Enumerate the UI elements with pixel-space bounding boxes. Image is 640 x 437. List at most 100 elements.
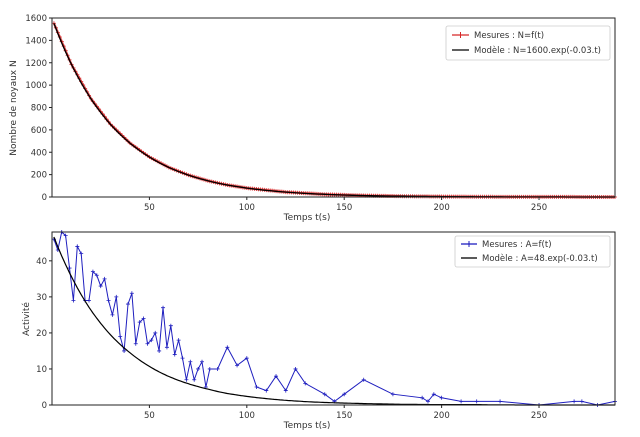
bottom-measure-series — [51, 230, 617, 407]
plus-marker-icon — [244, 356, 249, 361]
x-tick-label: 200 — [434, 411, 450, 421]
top-legend-model-label: Modèle : N=1600.exp(-0.03.t) — [474, 45, 601, 56]
top-x-ticks: 50 100 150 200 250 — [144, 197, 547, 213]
plus-marker-icon — [180, 356, 185, 361]
measure-line — [53, 231, 616, 406]
plus-marker-icon — [303, 381, 308, 386]
plus-marker-icon — [572, 399, 577, 404]
y-tick-label: 30 — [36, 293, 47, 303]
x-tick-label: 150 — [336, 203, 352, 213]
plus-marker-icon — [125, 302, 130, 307]
y-tick-label: 0 — [42, 401, 47, 411]
plus-marker-icon — [71, 298, 76, 303]
plus-marker-icon — [161, 305, 166, 310]
top-legend: Mesures : N=f(t) Modèle : N=1600.exp(-0.… — [445, 25, 611, 61]
plus-marker-icon — [176, 338, 181, 343]
y-tick-label: 10 — [36, 365, 47, 375]
plus-marker-icon — [141, 316, 146, 321]
plus-marker-icon — [439, 395, 444, 400]
plus-marker-icon — [67, 266, 72, 271]
plus-marker-icon — [342, 392, 347, 397]
plus-marker-icon — [94, 273, 99, 278]
plus-marker-icon — [164, 345, 169, 350]
plus-marker-icon — [196, 366, 201, 371]
plus-marker-icon — [235, 363, 240, 368]
plus-marker-icon — [254, 384, 259, 389]
plus-marker-icon — [283, 388, 288, 393]
bottom-legend-measure-label: Mesures : A=f(t) — [482, 240, 552, 250]
plus-marker-icon — [431, 392, 436, 397]
x-tick-label: 50 — [144, 411, 155, 421]
plus-marker-icon — [459, 399, 464, 404]
plus-marker-icon — [168, 323, 173, 328]
plus-marker-icon — [145, 341, 150, 346]
bottom-y-label: Activité — [21, 302, 32, 336]
plus-marker-icon — [129, 291, 134, 296]
plus-marker-icon — [322, 392, 327, 397]
plus-marker-icon — [200, 359, 205, 364]
plus-marker-icon — [157, 348, 162, 353]
y-tick-label: 400 — [31, 148, 47, 158]
y-tick-label: 200 — [31, 171, 47, 181]
plus-marker-icon — [579, 399, 584, 404]
plus-marker-icon — [90, 269, 95, 274]
plus-marker-icon — [215, 366, 220, 371]
x-tick-label: 200 — [434, 203, 450, 213]
top-y-ticks: 0 200 400 600 800 1000 1200 1400 1600 — [25, 14, 52, 203]
y-tick-label: 1000 — [25, 81, 47, 91]
y-tick-label: 20 — [36, 329, 47, 339]
plus-marker-icon — [114, 294, 119, 299]
bottom-x-label: Temps t(s) — [283, 421, 331, 431]
top-chart: 0 200 400 600 800 1000 1200 1400 1600 50 100 150 20… — [9, 14, 617, 223]
plus-marker-icon — [122, 348, 127, 353]
plus-marker-icon — [390, 392, 395, 397]
plus-marker-icon — [474, 399, 479, 404]
x-tick-label: 100 — [239, 203, 255, 213]
plus-marker-icon — [133, 341, 138, 346]
bottom-legend-box — [454, 235, 611, 268]
x-tick-label: 150 — [336, 411, 352, 421]
bottom-x-ticks: 50 100 150 200 250 — [144, 405, 547, 421]
plus-marker-icon — [153, 330, 158, 335]
x-tick-label: 100 — [239, 411, 255, 421]
plus-marker-icon — [87, 298, 92, 303]
plus-marker-icon — [172, 352, 177, 357]
plus-marker-icon — [79, 251, 84, 256]
bottom-legend-model-label: Modèle : A=48.exp(-0.03.t) — [482, 253, 598, 264]
bottom-y-ticks: 0 10 20 30 40 — [36, 257, 52, 411]
bottom-axes-frame — [51, 231, 616, 406]
plus-marker-icon — [75, 244, 80, 249]
plus-marker-icon — [106, 298, 111, 303]
bottom-chart: 0 10 20 30 40 50 100 150 200 250 Temps t(s) Acti… — [21, 230, 617, 431]
plus-marker-icon — [425, 399, 430, 404]
y-tick-label: 0 — [42, 193, 47, 203]
plus-marker-icon — [225, 345, 230, 350]
plus-marker-icon — [361, 377, 366, 382]
y-tick-label: 1600 — [25, 14, 47, 24]
plus-marker-icon — [192, 377, 197, 382]
y-tick-label: 1400 — [25, 36, 47, 46]
top-legend-box — [445, 25, 611, 61]
y-tick-label: 600 — [31, 126, 47, 136]
top-y-label: Nombre de noyaux N — [9, 60, 19, 155]
top-legend-measure-label: Mesures : N=f(t) — [474, 31, 544, 41]
plus-marker-icon — [118, 334, 123, 339]
plus-marker-icon — [264, 388, 269, 393]
top-x-label: Temps t(s) — [283, 213, 331, 223]
x-tick-label: 250 — [531, 203, 547, 213]
y-tick-label: 800 — [31, 104, 47, 114]
plus-marker-icon — [274, 374, 279, 379]
plus-marker-icon — [207, 366, 212, 371]
plus-marker-icon — [137, 320, 142, 325]
plus-marker-icon — [98, 284, 103, 289]
y-tick-label: 1200 — [25, 59, 47, 69]
x-tick-label: 250 — [531, 411, 547, 421]
plus-marker-icon — [188, 359, 193, 364]
plus-marker-icon — [184, 377, 189, 382]
plus-marker-icon — [63, 233, 68, 238]
plus-marker-icon — [102, 276, 107, 281]
y-tick-label: 40 — [36, 257, 47, 267]
plus-marker-icon — [110, 312, 115, 317]
x-tick-label: 50 — [144, 203, 155, 213]
